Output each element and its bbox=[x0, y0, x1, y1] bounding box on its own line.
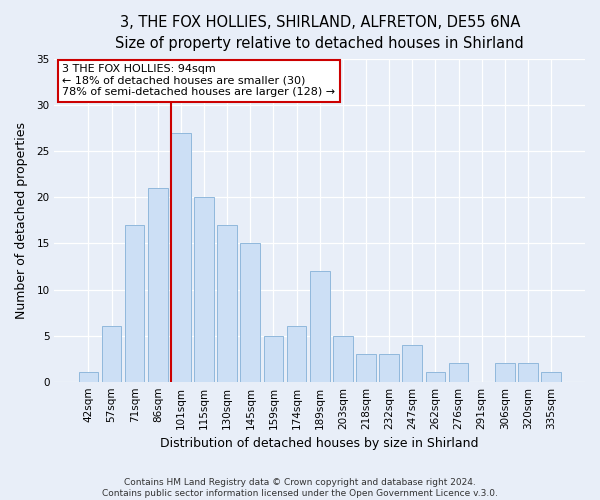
Bar bbox=[171, 133, 191, 382]
X-axis label: Distribution of detached houses by size in Shirland: Distribution of detached houses by size … bbox=[160, 437, 479, 450]
Bar bbox=[356, 354, 376, 382]
Bar bbox=[263, 336, 283, 382]
Bar bbox=[403, 345, 422, 382]
Y-axis label: Number of detached properties: Number of detached properties bbox=[15, 122, 28, 319]
Bar bbox=[241, 244, 260, 382]
Bar bbox=[287, 326, 307, 382]
Bar bbox=[541, 372, 561, 382]
Bar bbox=[518, 363, 538, 382]
Bar bbox=[379, 354, 399, 382]
Bar bbox=[310, 271, 329, 382]
Bar bbox=[101, 326, 121, 382]
Text: 3 THE FOX HOLLIES: 94sqm
← 18% of detached houses are smaller (30)
78% of semi-d: 3 THE FOX HOLLIES: 94sqm ← 18% of detach… bbox=[62, 64, 335, 97]
Bar bbox=[194, 198, 214, 382]
Bar bbox=[449, 363, 469, 382]
Text: Contains HM Land Registry data © Crown copyright and database right 2024.
Contai: Contains HM Land Registry data © Crown c… bbox=[102, 478, 498, 498]
Bar bbox=[125, 225, 145, 382]
Bar bbox=[495, 363, 515, 382]
Bar bbox=[79, 372, 98, 382]
Bar bbox=[217, 225, 237, 382]
Title: 3, THE FOX HOLLIES, SHIRLAND, ALFRETON, DE55 6NA
Size of property relative to de: 3, THE FOX HOLLIES, SHIRLAND, ALFRETON, … bbox=[115, 15, 524, 51]
Bar bbox=[425, 372, 445, 382]
Bar bbox=[148, 188, 167, 382]
Bar bbox=[333, 336, 353, 382]
